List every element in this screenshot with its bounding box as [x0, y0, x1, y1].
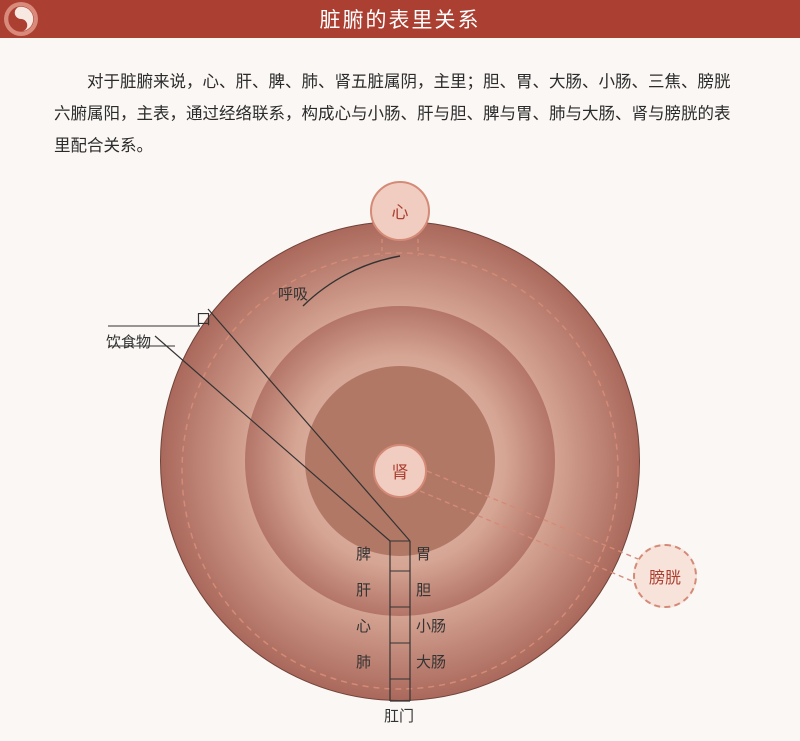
col-right-2: 小肠 — [416, 615, 446, 636]
node-bladder: 膀胱 — [633, 544, 697, 608]
col-left-1: 肝 — [356, 579, 371, 600]
node-kidney-label: 肾 — [392, 458, 409, 483]
label-huxi: 呼吸 — [278, 283, 308, 304]
header-bar: 脏腑的表里关系 — [0, 0, 800, 38]
col-left-0: 脾 — [356, 543, 371, 564]
col-left-3: 肺 — [356, 651, 371, 672]
label-yinshiwu: 饮食物 — [106, 331, 151, 352]
taiji-icon — [4, 2, 38, 36]
col-left-2: 心 — [356, 615, 371, 636]
col-right-1: 胆 — [416, 579, 431, 600]
col-right-0: 胃 — [416, 543, 431, 564]
col-right-3: 大肠 — [416, 651, 446, 672]
organ-diagram: 心 肾 膀胱 口 饮食物 呼吸 脾肝心肺 胃胆小肠大肠 肛门 — [0, 181, 800, 741]
intro-paragraph: 对于脏腑来说，心、肝、脾、肺、肾五脏属阴，主里；胆、胃、大肠、小肠、三焦、膀胱六… — [0, 38, 800, 181]
label-anus: 肛门 — [384, 705, 414, 726]
node-bladder-label: 膀胱 — [649, 564, 681, 588]
node-heart-label: 心 — [392, 198, 409, 223]
label-kou: 口 — [196, 308, 211, 329]
node-heart: 心 — [370, 181, 430, 241]
node-kidney: 肾 — [373, 444, 427, 498]
page-title: 脏腑的表里关系 — [320, 4, 481, 34]
